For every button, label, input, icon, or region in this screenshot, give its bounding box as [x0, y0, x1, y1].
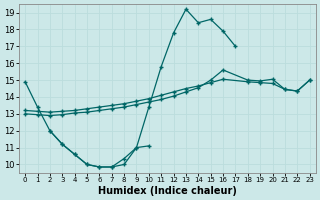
X-axis label: Humidex (Indice chaleur): Humidex (Indice chaleur) — [98, 186, 237, 196]
